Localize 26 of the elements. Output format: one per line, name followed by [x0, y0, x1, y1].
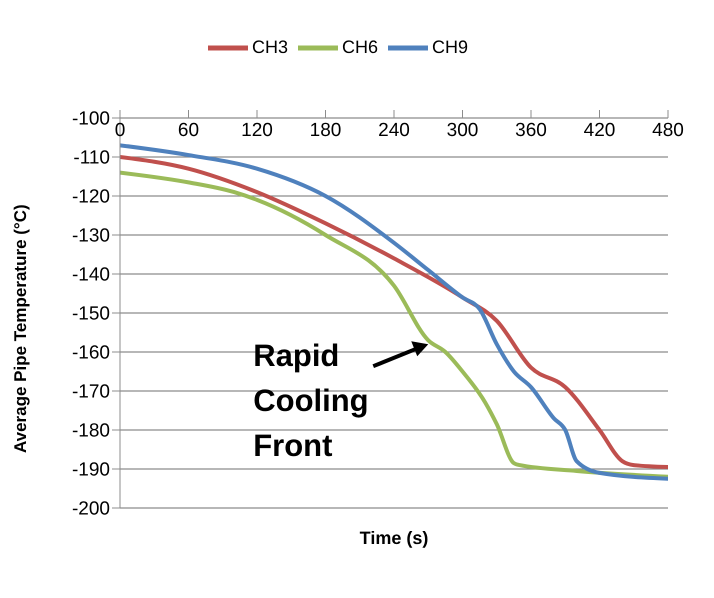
- y-tick-label: -140: [72, 264, 110, 286]
- x-tick-label: 300: [446, 120, 478, 141]
- x-tick-label: 420: [584, 120, 616, 141]
- y-tick-label: -200: [72, 498, 110, 520]
- x-tick-label: 60: [178, 120, 200, 141]
- legend-label: CH6: [342, 36, 378, 57]
- x-tick-label: 480: [652, 120, 684, 141]
- y-tick-label: -130: [72, 226, 110, 247]
- x-tick-label: 120: [241, 120, 273, 141]
- annotation: Rapid Cooling Front: [253, 338, 369, 464]
- y-tick-label: -110: [73, 148, 110, 169]
- x-axis-title: Time (s): [358, 528, 430, 549]
- y-tick-label: -150: [72, 304, 110, 325]
- y-axis-title: Average Pipe Temperature (°C): [11, 204, 30, 453]
- x-tick-label: 240: [378, 120, 410, 141]
- x-tick-label: 0: [114, 120, 126, 141]
- y-tick-label: -190: [72, 460, 110, 481]
- y-tick-label: -100: [72, 108, 110, 130]
- x-tick-label: 360: [515, 120, 547, 141]
- legend-label: CH3: [252, 36, 288, 57]
- legend-label: CH9: [432, 36, 468, 57]
- y-tick-label: -170: [72, 382, 110, 403]
- x-tick-label: 180: [310, 120, 342, 141]
- y-tick-label: -120: [72, 186, 110, 208]
- y-tick-label: -160: [72, 342, 110, 364]
- y-tick-label: -180: [72, 420, 110, 442]
